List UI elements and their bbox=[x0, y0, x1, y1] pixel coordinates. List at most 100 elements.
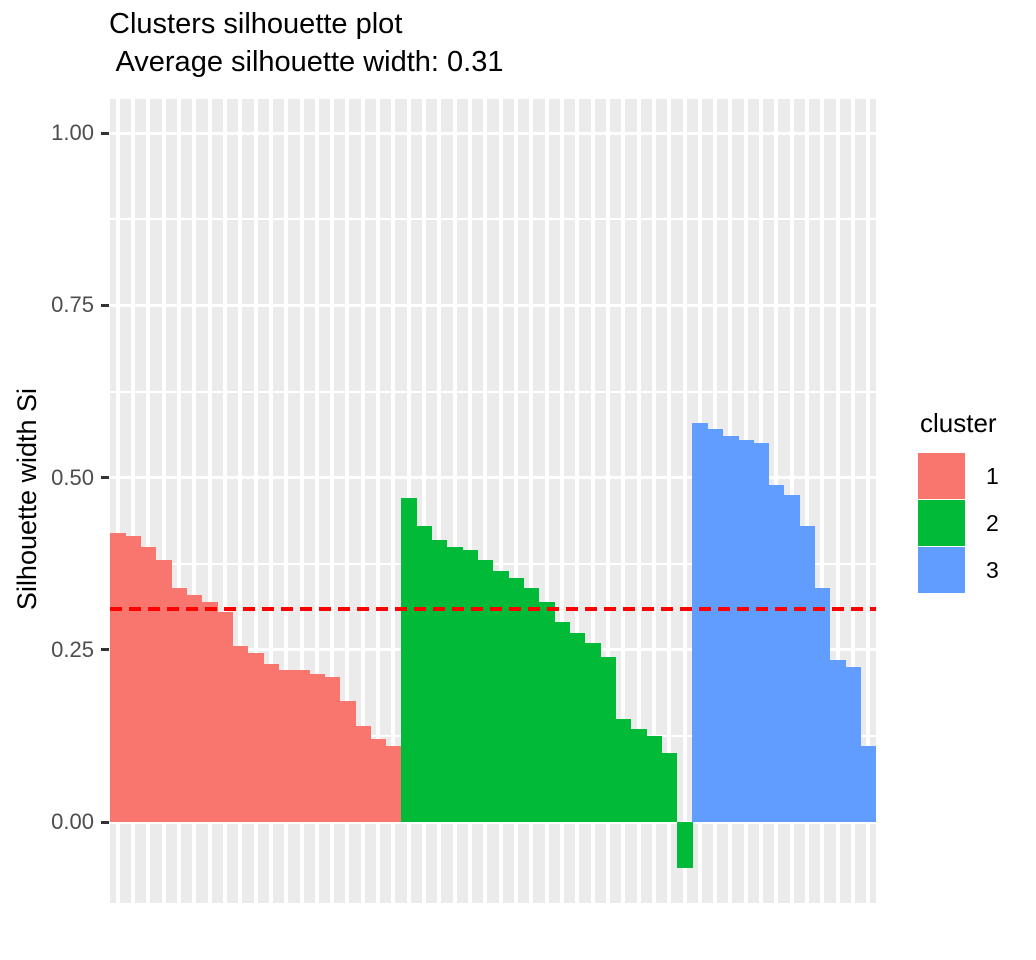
silhouette-bar-cluster1 bbox=[355, 725, 371, 822]
gridline-minor bbox=[110, 390, 876, 393]
gridline-vertical bbox=[529, 99, 534, 903]
legend-item: 1 bbox=[918, 453, 999, 499]
y-tick-label: 0.00 bbox=[51, 809, 94, 834]
silhouette-bar-cluster2 bbox=[630, 729, 647, 822]
gridline-vertical bbox=[590, 99, 595, 903]
silhouette-bar-cluster1 bbox=[201, 601, 218, 822]
gridline-vertical bbox=[268, 99, 273, 903]
gridline-vertical bbox=[851, 99, 856, 903]
silhouette-bar-cluster3 bbox=[799, 525, 816, 822]
silhouette-bar-cluster1 bbox=[232, 646, 249, 822]
silhouette-bar-cluster2 bbox=[401, 498, 417, 822]
silhouette-bar-cluster1 bbox=[263, 663, 279, 822]
gridline-vertical bbox=[636, 99, 641, 903]
silhouette-bar-cluster2 bbox=[538, 601, 555, 822]
gridline-vertical bbox=[667, 99, 672, 903]
gridline-vertical bbox=[192, 99, 197, 903]
gridline-vertical bbox=[238, 99, 243, 903]
gridline-vertical bbox=[284, 99, 289, 903]
chart-subtitle: Average silhouette width: 0.31 bbox=[109, 46, 504, 78]
gridline-vertical bbox=[835, 99, 840, 903]
silhouette-bar-cluster1 bbox=[278, 670, 295, 822]
y-tick-label: 0.75 bbox=[51, 292, 94, 318]
silhouette-bar-cluster3 bbox=[707, 429, 724, 822]
silhouette-bar-cluster3 bbox=[814, 587, 831, 822]
y-tick-mark bbox=[101, 131, 109, 135]
gridline-vertical bbox=[130, 99, 135, 903]
gridline-vertical bbox=[345, 99, 350, 903]
gridline-major bbox=[110, 131, 876, 135]
gridline-vertical bbox=[207, 99, 212, 903]
gridline-vertical bbox=[866, 99, 871, 903]
chart-title: Clusters silhouette plot bbox=[109, 8, 403, 40]
legend-label: 1 bbox=[986, 462, 999, 489]
gridline-vertical bbox=[621, 99, 626, 903]
gridline-vertical bbox=[498, 99, 503, 903]
silhouette-bar-cluster2 bbox=[416, 525, 433, 822]
silhouette-bar-cluster2 bbox=[462, 549, 479, 822]
silhouette-bar-cluster2 bbox=[569, 632, 586, 822]
gridline-vertical bbox=[575, 99, 580, 903]
gridline-vertical bbox=[330, 99, 335, 903]
gridline-vertical bbox=[161, 99, 166, 903]
silhouette-bar-cluster3 bbox=[722, 436, 739, 822]
silhouette-bar-cluster3 bbox=[784, 494, 800, 822]
legend-label: 3 bbox=[986, 556, 999, 583]
gridline-major bbox=[110, 820, 876, 824]
silhouette-bar-cluster2 bbox=[661, 753, 678, 822]
y-tick-label: 0.25 bbox=[51, 636, 94, 662]
silhouette-bar-cluster2 bbox=[523, 587, 540, 822]
gridline-vertical bbox=[483, 99, 488, 903]
silhouette-bar-cluster3 bbox=[692, 422, 708, 822]
gridline-vertical bbox=[805, 99, 810, 903]
silhouette-bar-cluster2 bbox=[600, 656, 616, 822]
legend-item: 3 bbox=[918, 547, 999, 593]
silhouette-bar-cluster1 bbox=[247, 653, 264, 822]
silhouette-bar-cluster2 bbox=[447, 546, 463, 822]
legend-swatch-cluster3 bbox=[918, 547, 965, 593]
y-tick-label: 1.00 bbox=[51, 120, 94, 146]
silhouette-bar-cluster1 bbox=[385, 746, 402, 822]
silhouette-bar-cluster1 bbox=[171, 587, 187, 822]
silhouette-bar-cluster2 bbox=[646, 735, 662, 822]
silhouette-bar-cluster1 bbox=[125, 536, 142, 822]
y-tick-mark bbox=[101, 303, 109, 307]
legend: cluster 1 2 3 bbox=[918, 408, 999, 594]
silhouette-bar-cluster1 bbox=[155, 560, 172, 822]
silhouette-bar-cluster3 bbox=[738, 439, 754, 822]
gridline-vertical bbox=[513, 99, 518, 903]
silhouette-bar-cluster2 bbox=[431, 539, 448, 822]
legend-items: 1 2 3 bbox=[918, 453, 999, 593]
gridline-vertical bbox=[391, 99, 396, 903]
gridline-vertical bbox=[146, 99, 151, 903]
gridline-vertical bbox=[682, 99, 687, 903]
gridline-vertical bbox=[222, 99, 227, 903]
gridline-vertical bbox=[176, 99, 181, 903]
gridline-vertical bbox=[360, 99, 365, 903]
silhouette-bar-cluster1 bbox=[339, 701, 356, 822]
gridline-vertical bbox=[820, 99, 825, 903]
gridline-vertical bbox=[651, 99, 656, 903]
gridline-vertical bbox=[544, 99, 549, 903]
legend-item: 2 bbox=[918, 500, 999, 546]
silhouette-bar-cluster1 bbox=[324, 677, 341, 822]
y-tick-label: 0.50 bbox=[51, 464, 94, 490]
gridline-vertical bbox=[422, 99, 427, 903]
silhouette-bar-cluster1 bbox=[309, 673, 325, 822]
gridline-vertical bbox=[605, 99, 610, 903]
silhouette-bar-cluster1 bbox=[140, 546, 157, 822]
gridline-minor bbox=[110, 218, 876, 221]
silhouette-bar-cluster1 bbox=[370, 739, 387, 822]
silhouette-bar-cluster3 bbox=[860, 746, 877, 822]
plot-panel bbox=[110, 99, 877, 903]
silhouette-bar-cluster1 bbox=[110, 532, 126, 822]
silhouette-bar-cluster3 bbox=[753, 443, 770, 822]
gridline-vertical bbox=[115, 99, 120, 903]
y-tick-mark bbox=[101, 648, 109, 652]
silhouette-bar-cluster2 bbox=[615, 718, 632, 822]
silhouette-bar-cluster3 bbox=[768, 484, 785, 822]
legend-title: cluster bbox=[920, 408, 997, 438]
gridline-vertical bbox=[299, 99, 304, 903]
silhouette-bar-cluster1 bbox=[217, 611, 233, 822]
